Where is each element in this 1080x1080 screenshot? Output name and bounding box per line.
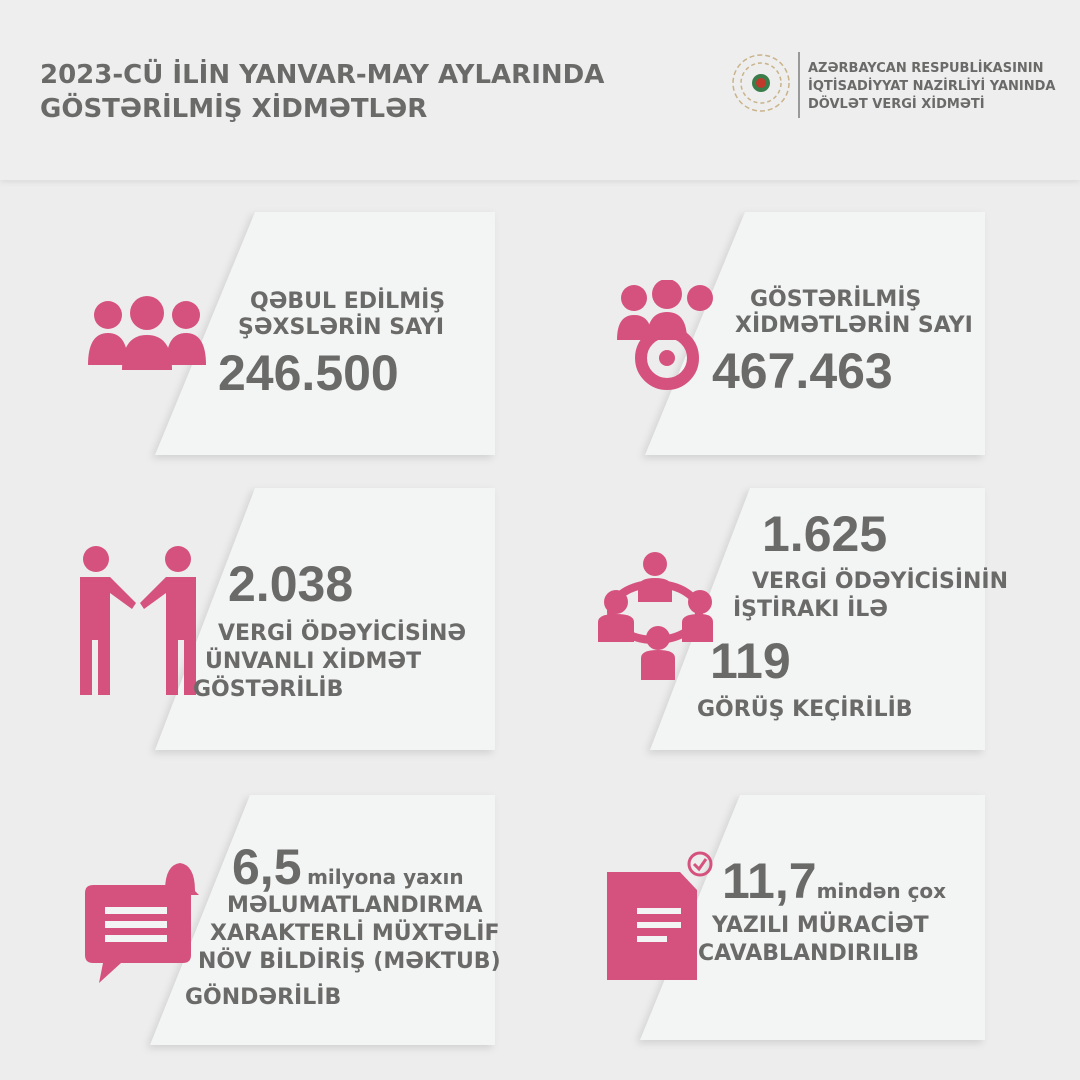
card-label: GÖSTƏRİLMİŞ xyxy=(750,287,922,312)
card-label: GÖRÜŞ KEÇİRİLİB xyxy=(697,697,913,722)
card-label: GÖNDƏRİLİB xyxy=(185,985,342,1010)
handshake-icon xyxy=(80,546,196,695)
card-label: ŞƏXSLƏRİN SAYI xyxy=(238,315,445,340)
card-value-group: 11,7mindən çox xyxy=(722,852,946,910)
page-title: 2023-CÜ İLİN YANVAR-MAY AYLARINDA GÖSTƏR… xyxy=(40,60,605,124)
header: 2023-CÜ İLİN YANVAR-MAY AYLARINDA GÖSTƏR… xyxy=(0,0,1080,180)
card-label: ÜNVANLI XİDMƏT xyxy=(205,649,422,674)
people-gear-icon xyxy=(617,280,713,390)
card-value-suffix: mindən çox xyxy=(816,879,947,903)
people-group-icon xyxy=(88,296,206,370)
card-value: 2.038 xyxy=(228,556,354,612)
meeting-circle-icon xyxy=(598,552,713,680)
emblem-logo-icon xyxy=(732,54,790,112)
card-label: GÖSTƏRİLİB xyxy=(193,677,344,702)
card-value: 467.463 xyxy=(712,343,893,399)
card-label: YAZILI MÜRACİƏT xyxy=(712,913,929,938)
card-panel xyxy=(155,212,495,455)
organization-name: AZƏRBAYCAN RESPUBLİKASININ İQTİSADİYYAT … xyxy=(808,61,1056,112)
card-value-suffix: milyona yaxın xyxy=(307,865,464,889)
card-label: CAVABLANDIRILIB xyxy=(698,941,920,966)
card-label: VERGİ ÖDƏYİCİSİNƏ xyxy=(218,621,467,646)
card-label: NÖV BİLDİRİŞ (MƏKTUB) xyxy=(198,949,501,974)
card-label: MƏLUMATLANDIRMA xyxy=(227,893,483,918)
card-value-group: 6,5 milyona yaxın xyxy=(232,838,464,896)
card-value: 246.500 xyxy=(218,345,399,401)
card-panel xyxy=(150,795,495,1045)
card-label: XARAKTERLİ MÜXTƏLİF xyxy=(210,921,500,946)
card-value: 6,5 xyxy=(232,839,302,895)
notification-message-icon xyxy=(85,863,199,983)
card-panel xyxy=(645,212,985,455)
card-panel xyxy=(155,488,495,750)
card-label: İŞTİRAKI İLƏ xyxy=(733,597,888,622)
card-label: QƏBUL EDİLMİŞ xyxy=(250,289,446,314)
card-panel xyxy=(640,795,985,1040)
card-label: VERGİ ÖDƏYİCİSİNİN xyxy=(752,569,1009,594)
card-label: XİDMƏTLƏRİN SAYI xyxy=(735,313,973,338)
logo-divider xyxy=(798,52,800,118)
card-value: 1.625 xyxy=(762,506,888,562)
card-value: 11,7 xyxy=(722,853,817,909)
document-check-icon xyxy=(607,851,713,980)
card-value: 119 xyxy=(710,633,791,689)
